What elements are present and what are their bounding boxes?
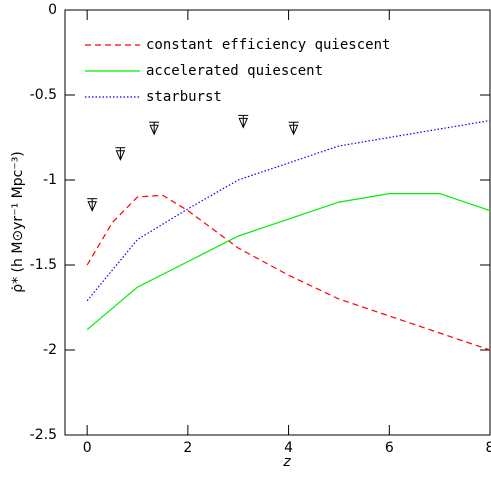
legend: constant efficiency quiescent accelerated…: [85, 37, 390, 105]
x-tick-label: 0: [83, 440, 92, 456]
upper-limit: [238, 114, 249, 129]
y-tick-label: -1: [43, 172, 57, 188]
upper-limit: [87, 198, 98, 212]
series-line: [86, 194, 491, 351]
y-axis-label: ρ̇* (h M⊙yr⁻¹ Mpc⁻³): [10, 151, 26, 293]
upper-limit-head: [115, 150, 126, 161]
upper-limit: [149, 121, 160, 136]
upper-limit: [115, 147, 126, 161]
upper-limit-head: [288, 124, 299, 136]
plot-frame: [64, 9, 491, 436]
legend-label: constant efficiency quiescent: [146, 37, 390, 53]
legend-label: starburst: [146, 89, 222, 105]
y-tick-label: -2.5: [30, 427, 57, 443]
upper-limit: [288, 121, 299, 136]
x-axis-label: z: [282, 454, 291, 470]
series-line: [86, 119, 491, 302]
legend-label: accelerated quiescent: [146, 63, 323, 79]
x-tick-label: 6: [385, 440, 394, 456]
y-tick-label: 0: [48, 2, 57, 18]
x-tick-label: 4: [284, 440, 293, 456]
upper-limit-head: [149, 124, 159, 136]
upper-limit-head: [238, 117, 249, 129]
x-tick-label: 8: [486, 440, 491, 456]
upper-limit-head: [87, 201, 97, 212]
y-tick-label: -2: [43, 342, 57, 358]
y-tick-label: -0.5: [30, 87, 57, 103]
series-line: [86, 193, 491, 331]
y-tick-label: -1.5: [30, 257, 57, 273]
x-tick-label: 2: [183, 440, 192, 456]
